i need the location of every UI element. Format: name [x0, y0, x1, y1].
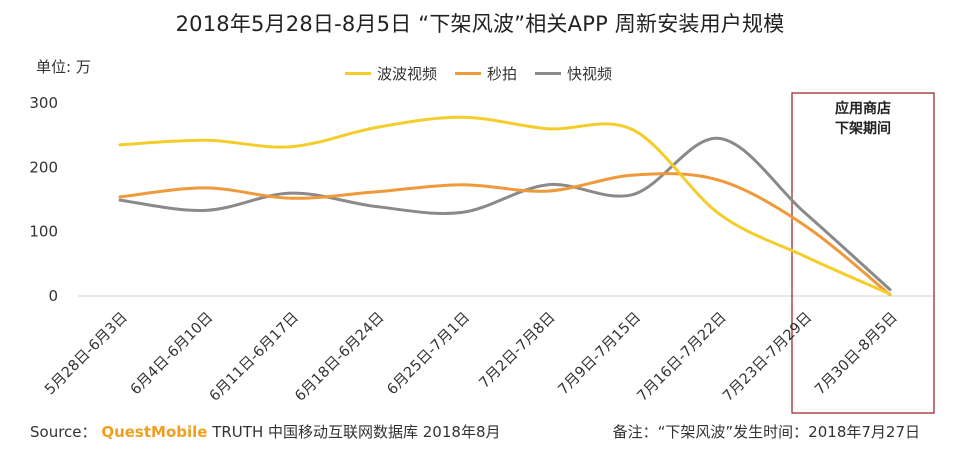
source-prefix: Source：	[30, 423, 97, 441]
x-tick-label-1: 6月4日-6月10日	[128, 310, 217, 399]
series-line-kuaishipin	[118, 136, 892, 292]
legend-item-kuaishipin: 快视频	[535, 63, 612, 84]
note-line: 备注：“下架风波”发生时间：2018年7月27日	[612, 423, 920, 441]
legend-item-miaopai: 秒拍	[455, 63, 517, 84]
series-line-miaopai	[118, 172, 892, 297]
y-tick-label-100: 100	[29, 223, 58, 241]
x-tick-label-8: 7月23日-7月29日	[720, 310, 815, 405]
legend-swatch-kuaishipin	[535, 72, 562, 75]
x-tick-label-5: 7月2日-7月8日	[476, 310, 558, 392]
legend-label-kuaishipin: 快视频	[567, 65, 613, 83]
x-tick-label-6: 7月9日-7月15日	[556, 310, 645, 399]
x-tick-label-7: 7月16日-7月22日	[635, 310, 730, 405]
legend-swatch-bobo	[345, 72, 371, 75]
y-tick-label-300: 300	[29, 94, 58, 112]
legend-label-bobo: 波波视频	[377, 65, 438, 83]
annotation-box	[791, 92, 935, 414]
annotation-line-2: 下架期间	[835, 120, 891, 137]
y-tick-label-0: 0	[48, 287, 58, 305]
legend-swatch-miaopai	[455, 72, 482, 75]
x-tick-label-0: 5月28日-6月3日	[42, 310, 131, 399]
x-tick-label-9: 7月30日-8月5日	[812, 310, 901, 399]
y-axis-unit-label: 单位: 万	[36, 58, 91, 76]
source-line: Source： QuestMobile TRUTH 中国移动互联网数据库 201…	[30, 421, 500, 442]
annotation-line-1: 应用商店	[835, 100, 891, 117]
chart-title: 2018年5月28日-8月5日 “下架风波”相关APP 周新安装用户规模	[175, 12, 785, 36]
y-tick-label-200: 200	[29, 158, 58, 176]
x-tick-label-2: 6月11日-6月17日	[207, 310, 302, 405]
x-tick-label-4: 6月25日-7月1日	[384, 310, 473, 399]
x-tick-label-3: 6月18日-6月24日	[292, 310, 387, 405]
legend: 波波视频 秒拍 快视频	[345, 63, 612, 84]
legend-item-bobo: 波波视频	[345, 63, 437, 84]
questmobile-brand: QuestMobile	[101, 423, 208, 441]
series-line-bobo	[118, 115, 892, 296]
source-rest: TRUTH 中国移动互联网数据库 2018年8月	[207, 423, 501, 441]
legend-label-miaopai: 秒拍	[487, 65, 518, 83]
